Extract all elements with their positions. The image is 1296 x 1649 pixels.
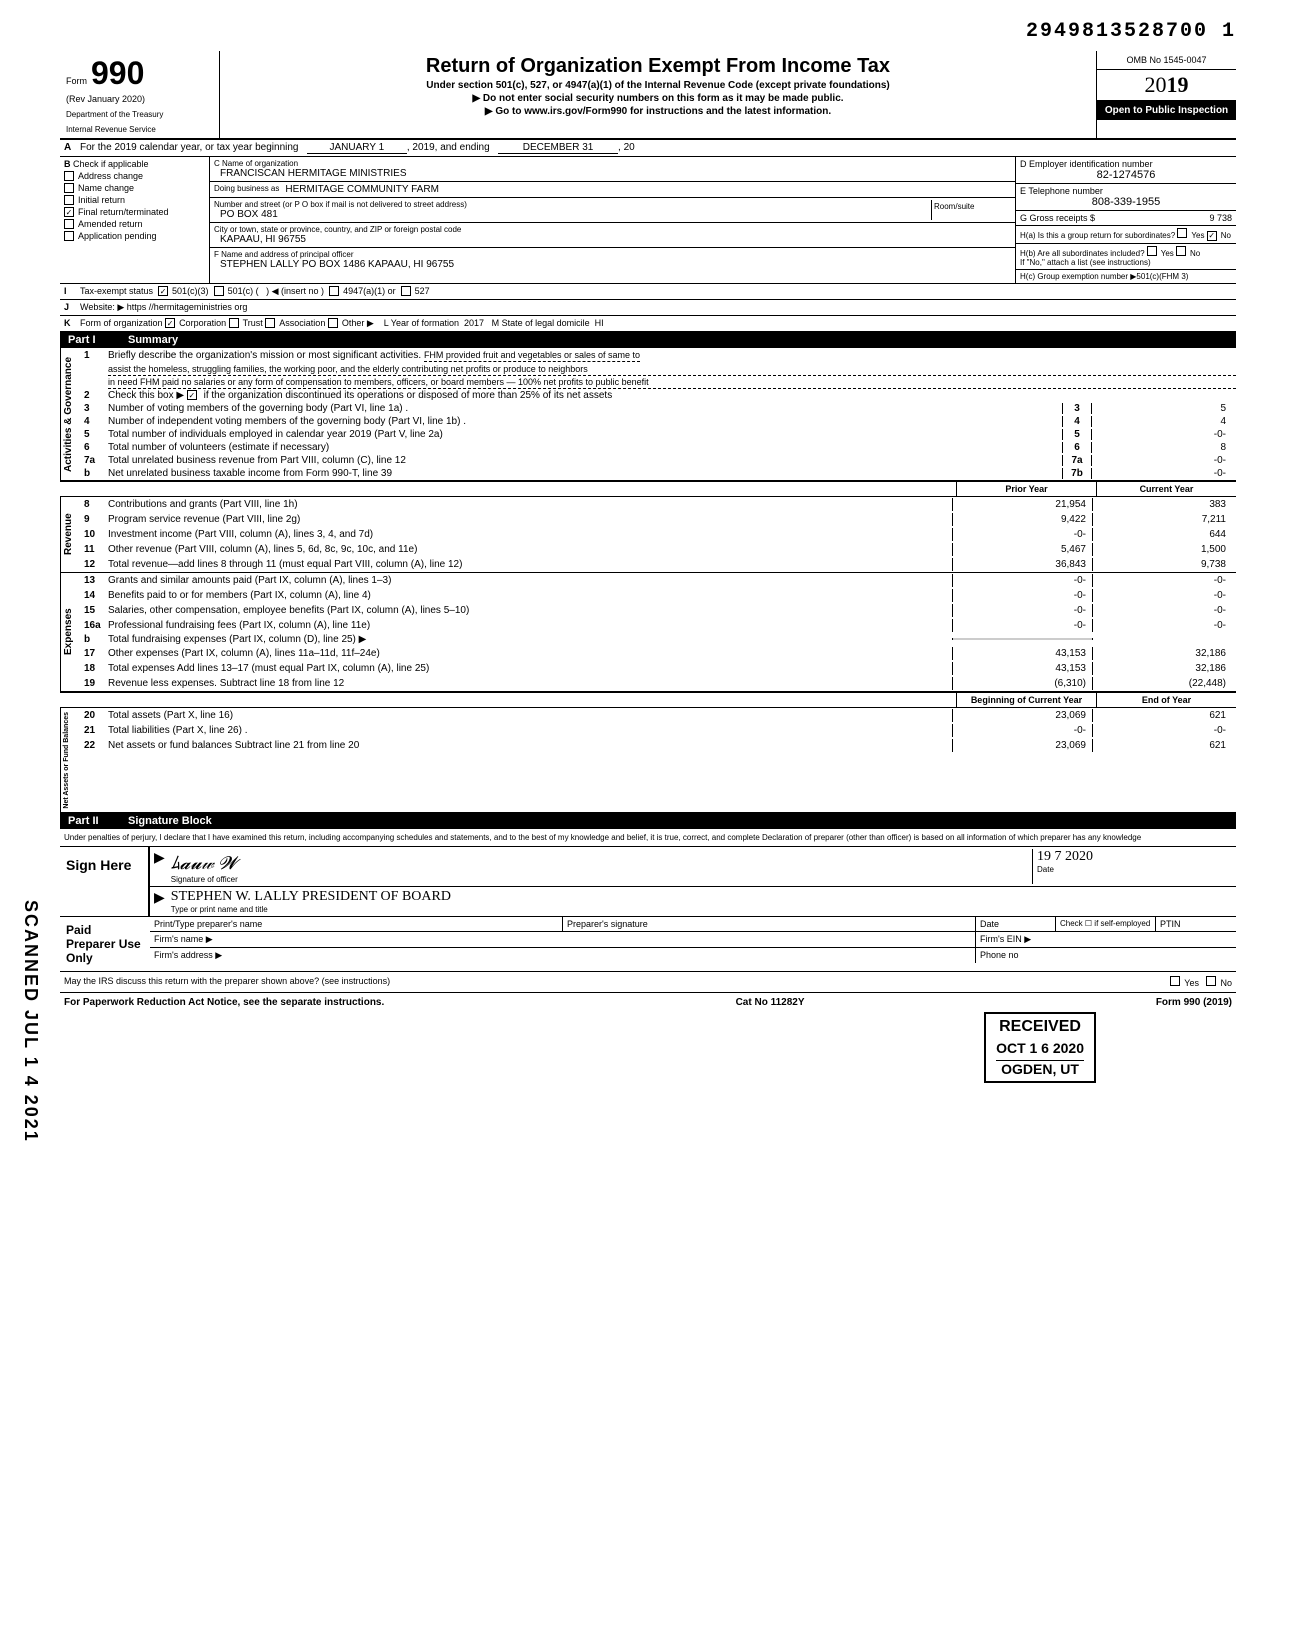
mission-line-3: in need FHM paid no salaries or any form… [108, 376, 1236, 389]
tax-year-end: DECEMBER 31 [498, 142, 618, 154]
gross-receipts: 9 738 [1209, 213, 1232, 223]
form-tracking-number: 2949813528700 1 [60, 20, 1236, 43]
section-bcd: B Check if applicable Address change Nam… [60, 157, 1236, 284]
form-header: Form 990 (Rev January 2020) Department o… [60, 51, 1236, 140]
row-i: I Tax-exempt status 501(c)(3) 501(c) ( )… [60, 284, 1236, 300]
checkbox-name-change[interactable] [64, 183, 74, 193]
checkbox-address-change[interactable] [64, 171, 74, 181]
checkbox-trust[interactable] [229, 318, 239, 328]
ein: 82-1274576 [1020, 169, 1232, 181]
data-line-19: 19Revenue less expenses. Subtract line 1… [80, 676, 1236, 691]
form-title: Return of Organization Exempt From Incom… [224, 55, 1092, 78]
officer-name-title: STEPHEN W. LALLY PRESIDENT OF BOARD [171, 889, 1232, 905]
state-domicile: HI [595, 318, 604, 328]
net-assets-label: Net Assets or Fund Balances [60, 708, 80, 813]
phone: 808-339-1955 [1020, 196, 1232, 208]
sign-date: 19 7 2020 [1037, 849, 1232, 865]
summary-line-3: 3Number of voting members of the governi… [80, 402, 1236, 415]
data-line-b: bTotal fundraising expenses (Part IX, co… [80, 633, 1236, 646]
checkbox-discontinued[interactable] [187, 390, 197, 400]
checkbox-501c3[interactable] [158, 286, 168, 296]
room-suite: Room/suite [931, 200, 1011, 220]
row-k: K Form of organization Corporation Trust… [60, 316, 1236, 332]
received-stamp: RECEIVED OCT 1 6 2020 OGDEN, UT [984, 1012, 1096, 1083]
data-line-14: 14Benefits paid to or for members (Part … [80, 588, 1236, 603]
mission-line-1: FHM provided fruit and vegetables or sal… [424, 349, 640, 362]
data-line-10: 10Investment income (Part VIII, column (… [80, 527, 1236, 542]
summary-line-5: 5Total number of individuals employed in… [80, 428, 1236, 441]
tax-year-begin: JANUARY 1 [307, 142, 407, 154]
checkbox-association[interactable] [265, 318, 275, 328]
irs-label: Internal Revenue Service [66, 125, 213, 134]
checkbox-initial-return[interactable] [64, 195, 74, 205]
row-j: J Website: ▶ https //hermitageministries… [60, 300, 1236, 316]
form-subtitle-1: Under section 501(c), 527, or 4947(a)(1)… [224, 80, 1092, 91]
row-a: A For the 2019 calendar year, or tax yea… [60, 140, 1236, 157]
omb-number: OMB No 1545-0047 [1097, 51, 1236, 70]
checkbox-4947[interactable] [329, 286, 339, 296]
checkbox-amended[interactable] [64, 219, 74, 229]
checkbox-discuss-no[interactable] [1206, 976, 1216, 986]
street-address: PO BOX 481 [220, 209, 278, 220]
form-label: Form [66, 76, 87, 86]
dept-treasury: Department of the Treasury [66, 110, 213, 119]
activities-governance-label: Activities & Governance [60, 348, 80, 480]
year-formation: 2017 [464, 318, 484, 328]
checkbox-discuss-yes[interactable] [1170, 976, 1180, 986]
signature: ﾑ𝓪𝓾𝓌 𝓦 [171, 849, 1032, 875]
preparer-section: Paid Preparer Use Only Print/Type prepar… [60, 917, 1236, 972]
form-subtitle-2: ▶ Do not enter social security numbers o… [224, 93, 1092, 104]
checkbox-527[interactable] [401, 286, 411, 296]
tax-year: 2019 [1097, 70, 1236, 101]
checkbox-hb-yes[interactable] [1147, 246, 1157, 256]
scanned-stamp: SCANNED JUL 1 4 2021 [20, 900, 41, 1143]
org-name: FRANCISCAN HERMITAGE MINISTRIES [220, 168, 407, 179]
form-number: 990 [91, 55, 144, 92]
data-line-22: 22Net assets or fund balances Subtract l… [80, 738, 1236, 753]
footer: For Paperwork Reduction Act Notice, see … [60, 993, 1236, 1012]
data-line-21: 21Total liabilities (Part X, line 26) .-… [80, 723, 1236, 738]
expenses-label: Expenses [60, 573, 80, 691]
form-subtitle-3: ▶ Go to www.irs.gov/Form990 for instruct… [224, 106, 1092, 117]
data-line-8: 8Contributions and grants (Part VIII, li… [80, 497, 1236, 512]
summary-line-7a: 7aTotal unrelated business revenue from … [80, 454, 1236, 467]
mission-line-2: assist the homeless, struggling families… [108, 363, 1236, 376]
checkbox-ha-no[interactable] [1207, 231, 1217, 241]
summary-line-6: 6Total number of volunteers (estimate if… [80, 441, 1236, 454]
summary-line-b: bNet unrelated business taxable income f… [80, 467, 1236, 480]
summary-line-4: 4Number of independent voting members of… [80, 415, 1236, 428]
city-state-zip: KAPAAU, HI 96755 [220, 234, 306, 245]
open-to-public: Open to Public Inspection [1097, 101, 1236, 120]
principal-officer: STEPHEN LALLY PO BOX 1486 KAPAAU, HI 967… [220, 259, 454, 270]
part-1-header: Part I Summary [60, 332, 1236, 348]
checkbox-application-pending[interactable] [64, 231, 74, 241]
prior-current-header: Prior Year Current Year [60, 481, 1236, 497]
form-revision: (Rev January 2020) [66, 94, 213, 104]
checkbox-corporation[interactable] [165, 318, 175, 328]
data-line-17: 17Other expenses (Part IX, column (A), l… [80, 646, 1236, 661]
data-line-12: 12Total revenue—add lines 8 through 11 (… [80, 557, 1236, 572]
data-line-13: 13Grants and similar amounts paid (Part … [80, 573, 1236, 588]
revenue-label: Revenue [60, 497, 80, 572]
data-line-9: 9Program service revenue (Part VIII, lin… [80, 512, 1236, 527]
data-line-16a: 16aProfessional fundraising fees (Part I… [80, 618, 1236, 633]
checkbox-other[interactable] [328, 318, 338, 328]
perjury-statement: Under penalties of perjury, I declare th… [60, 829, 1236, 847]
checkbox-hb-no[interactable] [1176, 246, 1186, 256]
dba-name: HERMITAGE COMMUNITY FARM [285, 184, 439, 195]
data-line-20: 20Total assets (Part X, line 16)23,06962… [80, 708, 1236, 723]
checkbox-final-return[interactable] [64, 207, 74, 217]
group-exemption: 501(c)(FHM 3) [1136, 272, 1188, 281]
begin-end-header: Beginning of Current Year End of Year [60, 692, 1236, 708]
sign-section: Sign Here ▶ ﾑ𝓪𝓾𝓌 𝓦 Signature of officer … [60, 847, 1236, 917]
data-line-18: 18Total expenses Add lines 13–17 (must e… [80, 661, 1236, 676]
discuss-row: May the IRS discuss this return with the… [60, 972, 1236, 993]
data-line-15: 15Salaries, other compensation, employee… [80, 603, 1236, 618]
checkbox-ha-yes[interactable] [1177, 228, 1187, 238]
checkbox-501c[interactable] [214, 286, 224, 296]
part-2-header: Part II Signature Block [60, 813, 1236, 829]
data-line-11: 11Other revenue (Part VIII, column (A), … [80, 542, 1236, 557]
website: https //hermitageministries org [127, 302, 248, 312]
